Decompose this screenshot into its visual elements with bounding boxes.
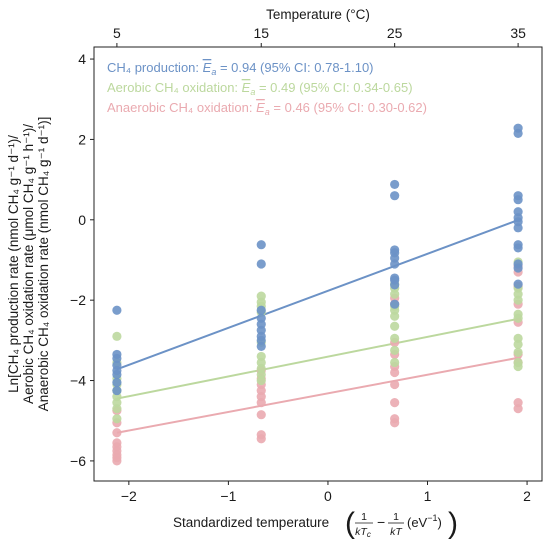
data-point: [256, 259, 266, 269]
legend-entry: Anaerobic CH₄ oxidation: Ea = 0.46 (95% …: [107, 100, 427, 117]
top-tick-label: 35: [510, 25, 526, 41]
legend: CH₄ production: Ea = 0.94 (95% CI: 0.78-…: [107, 60, 427, 117]
data-point: [112, 305, 122, 315]
data-point: [256, 375, 266, 386]
data-point: [513, 279, 523, 289]
tick-labels: −2 −1 0 1 2 4 2 0 −2 −4 −6 5 15 25 35: [70, 25, 531, 504]
data-point: [513, 243, 523, 253]
data-point: [390, 418, 400, 428]
data-point: [112, 456, 122, 466]
data-point: [513, 195, 523, 205]
top-tick-label: 15: [253, 25, 269, 41]
data-point: [256, 341, 266, 351]
data-point: [390, 299, 400, 309]
data-point: [256, 398, 266, 408]
x-tick-label: 1: [424, 488, 432, 504]
y-tick-label: 4: [78, 51, 86, 67]
data-point: [513, 295, 523, 305]
y-tick-label: −6: [70, 453, 86, 469]
y-axis-title: Ln[CH₄ production rate (nmol CH₄ g⁻¹ d⁻¹…: [6, 117, 51, 412]
x-tick-label: −1: [220, 488, 236, 504]
data-point: [112, 414, 122, 424]
data-point: [256, 240, 266, 250]
x-tick-label: −2: [121, 488, 137, 504]
x-axis-title: Standardized temperature (1 kTc− 1 kT (eV−1)): [173, 507, 458, 540]
fraction-1-denominator: kTc: [355, 526, 371, 539]
fit-line: [116, 218, 522, 371]
data-point: [256, 305, 266, 315]
data-point: [513, 339, 523, 349]
x-tick-label: 2: [523, 488, 531, 504]
data-point: [390, 367, 400, 378]
legend-entry: Aerobic CH₄ oxidation: Ea = 0.49 (95% CI…: [107, 80, 413, 97]
y-tick-label: 0: [78, 212, 86, 228]
data-point: [112, 428, 122, 438]
y-tick-label: 2: [78, 131, 86, 147]
y-axis-title-line: Ln[CH₄ production rate (nmol CH₄ g⁻¹ d⁻¹…: [6, 135, 21, 393]
data-point: [112, 404, 122, 414]
legend-entry: CH₄ production: Ea = 0.94 (95% CI: 0.78-…: [107, 60, 374, 77]
data-point: [256, 410, 266, 420]
fraction-2-numerator: 1: [393, 511, 399, 523]
data-points: [112, 123, 523, 466]
data-point: [513, 361, 523, 372]
data-point: [112, 385, 122, 396]
top-tick-label: 25: [387, 25, 403, 41]
fraction-1-numerator: 1: [361, 511, 367, 523]
x-axis-title-paren-close: ): [448, 507, 458, 540]
data-point: [390, 280, 400, 290]
fit-lines: [116, 218, 522, 434]
data-point: [390, 191, 400, 201]
data-point: [256, 434, 266, 444]
y-tick-label: −2: [70, 292, 86, 308]
data-point: [390, 357, 400, 368]
tick-marks: [90, 43, 528, 485]
x-axis-title-minus: −: [377, 514, 385, 530]
x-axis-title-unit: (eV−1): [407, 513, 442, 530]
data-point: [112, 377, 122, 388]
x-axis-title-paren-open: (: [345, 507, 355, 540]
plot-area: [93, 46, 543, 482]
data-point: [390, 179, 400, 190]
data-point: [390, 398, 400, 408]
y-tick-label: −4: [70, 373, 86, 389]
x-axis-title-text: Standardized temperature: [173, 515, 329, 530]
data-point: [390, 311, 400, 321]
data-point: [112, 369, 122, 380]
data-point: [390, 345, 400, 355]
data-point: [390, 259, 400, 269]
data-point: [513, 223, 523, 233]
data-point: [390, 321, 400, 331]
data-point: [513, 404, 523, 414]
data-point: [390, 379, 400, 390]
data-point: [513, 128, 523, 138]
data-point: [513, 263, 523, 273]
fit-line: [116, 356, 522, 434]
data-point: [390, 333, 400, 343]
y-axis-title-line: Aerobic CH₄ oxidation rate (μmol CH₄ g⁻¹…: [21, 124, 36, 404]
data-point: [112, 331, 122, 341]
x-tick-label: 0: [324, 488, 332, 504]
top-axis-title: Temperature (°C): [266, 7, 370, 22]
data-point: [513, 313, 523, 323]
data-point: [513, 347, 523, 358]
data-point: [390, 289, 400, 299]
top-tick-label: 5: [113, 25, 121, 41]
fit-line: [116, 317, 522, 400]
data-point: [112, 353, 122, 364]
y-axis-title-line: Anaerobic CH₄ oxidation rate (nmol CH₄ g…: [36, 117, 51, 412]
fraction-2-denominator: kT: [390, 526, 403, 538]
